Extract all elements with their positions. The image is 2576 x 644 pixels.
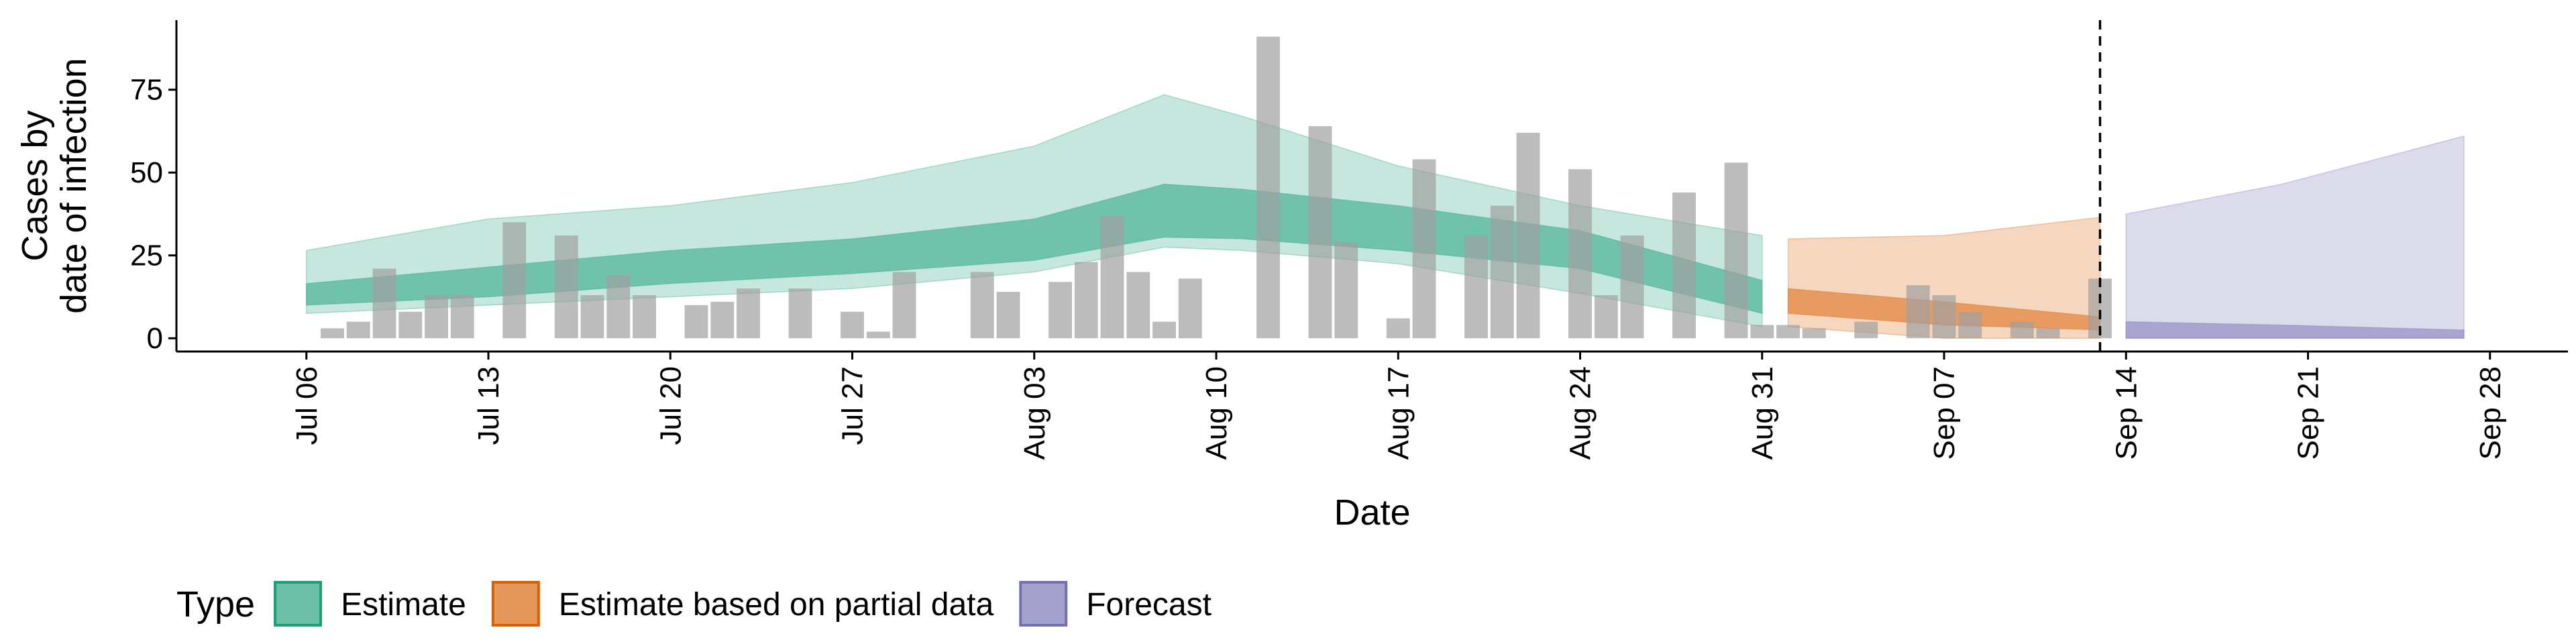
bar [1906,285,1930,339]
bar [1126,272,1150,339]
bar [1100,215,1124,339]
legend-title: Type [176,584,255,625]
bar [1516,132,1540,339]
bar [970,272,994,339]
bar [1802,328,1826,339]
x-tick-label: Jul 20 [654,366,687,445]
bar [321,328,344,339]
bar [1308,126,1332,339]
bar [398,311,423,339]
legend-key [491,581,540,627]
bar [1776,325,1800,339]
bar [1724,162,1748,339]
y-tick-label: 0 [147,322,163,355]
bar [841,311,864,339]
bar [1464,235,1488,339]
bar [1750,325,1774,339]
bar [2036,328,2060,339]
bar [1074,262,1098,339]
bar [372,268,396,339]
bar [710,301,735,339]
bar [1594,295,1618,339]
bar [1412,159,1436,339]
bar [346,321,370,339]
bar [1049,282,1072,339]
bar [450,295,474,339]
bar [502,222,527,339]
legend-key [274,581,323,627]
bar [1256,36,1280,339]
x-tick-label: Jul 06 [290,366,323,445]
bar [1152,321,1176,339]
legend-label: Estimate based on partial data [559,587,994,623]
ribbon [2125,321,2465,339]
x-tick-label: Sep 07 [1928,366,1961,460]
y-axis-title: Cases by [15,110,55,261]
y-tick-label: 50 [130,156,163,189]
ribbon [306,183,1763,315]
legend-key [1019,581,1068,627]
bar [2010,321,2034,339]
x-tick-label: Aug 24 [1564,366,1597,460]
bar [788,288,812,339]
y-tick-label: 25 [130,239,163,272]
bar [1932,295,1956,339]
legend-label: Estimate [341,587,466,623]
x-tick-label: Sep 14 [2110,366,2143,460]
bar [737,288,760,339]
x-tick-label: Aug 03 [1018,366,1051,460]
x-tick-label: Jul 13 [472,366,505,445]
bar [684,305,708,339]
bar [606,275,631,339]
bar [1958,311,1982,339]
x-tick-label: Aug 10 [1200,366,1233,460]
bar [580,295,604,339]
bar [1620,235,1644,339]
x-axis-title: Date [1334,492,1410,533]
legend-label: Forecast [1086,587,1212,623]
bar [892,272,916,339]
bar [1386,318,1410,339]
bar [1490,205,1514,339]
bar [1672,192,1696,339]
ribbon [2125,135,2465,339]
x-tick-label: Sep 28 [2474,366,2507,460]
bar [866,331,890,339]
x-tick-label: Jul 27 [837,366,869,445]
bar [425,295,448,339]
y-axis-title: date of infection [54,58,94,313]
y-tick-label: 75 [130,74,163,107]
bar [1178,278,1202,339]
bar [996,292,1020,339]
x-tick-label: Aug 17 [1382,366,1415,460]
bar [1568,169,1592,339]
bar [554,235,578,339]
bar [1334,241,1358,339]
x-tick-label: Aug 31 [1746,366,1779,460]
bar [633,295,656,339]
x-tick-label: Sep 21 [2292,366,2325,460]
bar [1854,321,1878,339]
